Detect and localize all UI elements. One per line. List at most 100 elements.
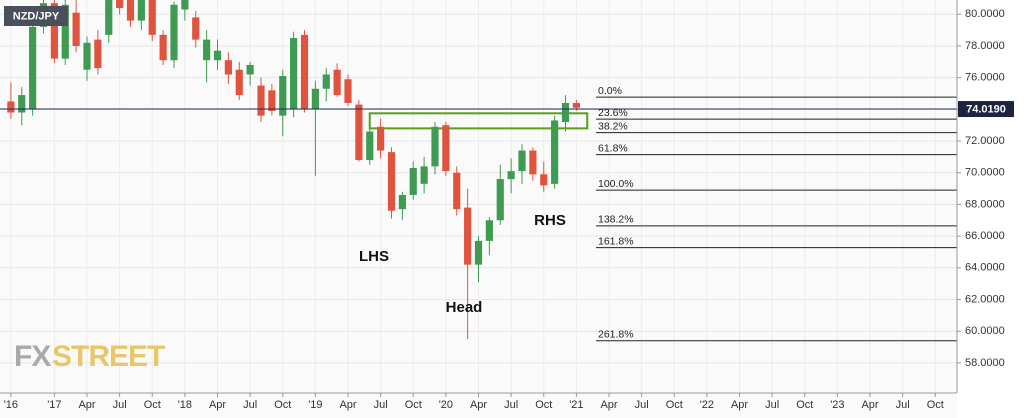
candle-body: [518, 150, 526, 172]
candle-body: [213, 50, 222, 61]
candle-body: [529, 150, 537, 175]
x-tick-label: Oct: [666, 399, 683, 411]
x-tick-label: '16: [4, 399, 18, 411]
x-tick-label: '22: [700, 399, 714, 411]
labels: 80.000078.000076.000074.000072.000070.00…: [4, 8, 1014, 411]
candle-body: [377, 126, 385, 151]
candle-body: [561, 103, 570, 123]
axis-panel: [957, 0, 1033, 418]
candle-body: [116, 0, 124, 8]
candle-body: [409, 167, 417, 195]
fib-label: 23.6%: [598, 107, 628, 119]
candle-body: [290, 38, 298, 110]
fib-label: 0.0%: [598, 85, 622, 97]
candle-body: [485, 220, 493, 241]
candle-body: [300, 34, 309, 110]
candle-body: [181, 0, 189, 10]
last-price-box: [958, 101, 1014, 118]
candle-body: [29, 26, 37, 110]
candle-body: [442, 125, 450, 172]
y-tick-label: 72.0000: [965, 135, 1005, 147]
x-tick-label: Apr: [470, 399, 487, 411]
fib-label: 61.8%: [598, 142, 628, 154]
y-tick-label: 64.0000: [965, 262, 1005, 274]
candle-body: [333, 69, 341, 96]
x-tick-label: Apr: [339, 399, 356, 411]
candle-body: [344, 79, 352, 104]
candle-body: [203, 39, 211, 61]
annotation: Head: [446, 299, 483, 316]
x-tick-label: Jul: [374, 399, 388, 411]
candle-body: [61, 4, 69, 59]
candle-body: [387, 152, 396, 211]
annotation: LHS: [359, 248, 389, 265]
x-tick-label: Apr: [600, 399, 617, 411]
y-tick-label: 70.0000: [965, 167, 1005, 179]
candle-body: [355, 104, 363, 161]
candle-body: [366, 131, 374, 161]
x-tick-label: Apr: [78, 399, 95, 411]
candle-body: [572, 103, 580, 108]
x-tick-label: Jul: [113, 399, 127, 411]
x-tick-label: Jul: [243, 399, 257, 411]
candle-body: [464, 207, 472, 265]
candle-body: [126, 0, 135, 21]
x-tick-label: '20: [439, 399, 453, 411]
candle-body: [137, 0, 145, 21]
watermark-street: STREET: [52, 340, 165, 373]
candle-body: [507, 171, 515, 180]
candle-body: [551, 120, 559, 184]
candle-body: [18, 95, 26, 113]
candle-body: [170, 4, 178, 61]
symbol-box: [4, 6, 68, 26]
symbol-label: NZD/JPY: [13, 10, 60, 22]
x-tick-label: Oct: [405, 399, 422, 411]
x-tick-label: '21: [569, 399, 583, 411]
candle-body: [257, 85, 265, 116]
x-tick-label: Oct: [535, 399, 552, 411]
watermark: FX STREET: [14, 340, 166, 373]
x-tick-label: Apr: [731, 399, 748, 411]
x-tick-label: Jul: [504, 399, 518, 411]
y-tick-label: 60.0000: [965, 325, 1005, 337]
x-tick-label: Oct: [796, 399, 813, 411]
y-tick-label: 76.0000: [965, 72, 1005, 84]
candle-body: [420, 166, 428, 184]
fib-label: 38.2%: [598, 120, 628, 132]
candle-body: [235, 69, 243, 96]
candle-body: [72, 12, 80, 46]
annotation: RHS: [534, 212, 566, 229]
y-tick-label: 58.0000: [965, 357, 1005, 369]
candle-body: [94, 39, 102, 69]
x-tick-label: Jul: [635, 399, 649, 411]
candle-body: [431, 126, 439, 167]
candle-body: [159, 34, 167, 61]
y-tick-label: 66.0000: [965, 230, 1005, 242]
y-tick-label: 80.0000: [965, 8, 1005, 20]
last-price-label: 74.0190: [966, 103, 1006, 115]
x-tick-label: '18: [178, 399, 192, 411]
candle-body: [7, 101, 15, 113]
candle-body: [540, 174, 548, 186]
x-tick-label: Apr: [209, 399, 226, 411]
fib-label: 138.2%: [598, 214, 634, 226]
y-tick-label: 78.0000: [965, 40, 1005, 52]
candle-body: [474, 240, 483, 265]
fib-label: 161.8%: [598, 235, 634, 247]
candle-body: [311, 88, 319, 110]
candle-body: [224, 60, 232, 75]
candle-body: [148, 0, 156, 35]
candle-body: [50, 3, 58, 59]
x-tick-label: '19: [308, 399, 322, 411]
x-tick-label: Oct: [274, 399, 291, 411]
candle-body: [192, 17, 200, 40]
fib-label: 100.0%: [598, 178, 634, 190]
x-tick-label: Apr: [861, 399, 878, 411]
candle-body: [398, 194, 406, 210]
candle-body: [496, 179, 504, 221]
x-tick-label: Oct: [927, 399, 944, 411]
x-tick-label: Jul: [896, 399, 910, 411]
candle-body: [279, 76, 287, 116]
